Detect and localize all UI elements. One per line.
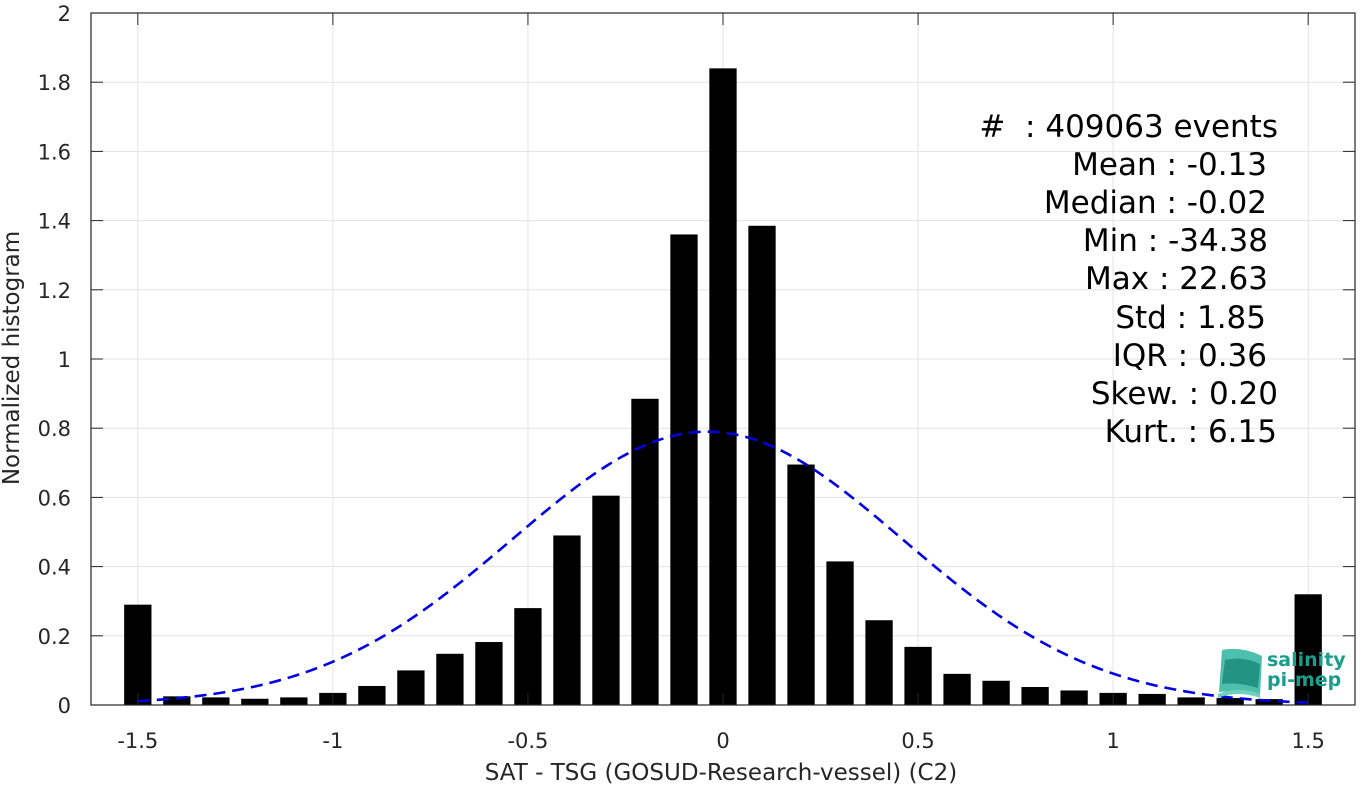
y-axis-label: Normalized histogram bbox=[0, 231, 25, 485]
gaussian-fit-curve bbox=[137, 430, 1309, 704]
stat-iqr: IQR : 0.36 bbox=[1113, 338, 1267, 374]
y-tick-label: 0 bbox=[58, 694, 71, 718]
histogram-bar bbox=[1294, 594, 1322, 705]
stat-max: Max : 22.63 bbox=[1085, 261, 1268, 297]
histogram-bar bbox=[1255, 699, 1283, 705]
histogram-bars bbox=[124, 68, 1322, 706]
x-tick-label: -0.5 bbox=[507, 729, 548, 753]
logo-wave-icon bbox=[1218, 648, 1262, 698]
histogram-bar bbox=[1216, 698, 1244, 705]
logo-text-pimep: pi-mep bbox=[1267, 669, 1341, 691]
x-tick-label: -1 bbox=[322, 729, 343, 753]
histogram-bar bbox=[592, 495, 620, 705]
histogram-bar bbox=[865, 620, 893, 705]
stat-std: Std : 1.85 bbox=[1115, 300, 1266, 336]
stat-events: # : 409063 events bbox=[979, 109, 1278, 145]
x-tick-labels: -1.5 -1 -0.5 0 0.5 1 1.5 bbox=[117, 729, 1325, 753]
histogram-bar bbox=[202, 697, 230, 705]
histogram-bar bbox=[241, 698, 269, 705]
x-tick-label: 1.5 bbox=[1291, 729, 1324, 753]
y-tick-label: 0.6 bbox=[38, 486, 71, 510]
logo-text-salinity: salinity bbox=[1267, 649, 1346, 671]
axis-ticks bbox=[91, 12, 1355, 706]
histogram-bar bbox=[1060, 690, 1088, 705]
histogram-bar bbox=[397, 670, 425, 705]
y-tick-label: 1.2 bbox=[38, 279, 71, 303]
histogram-bar bbox=[1021, 687, 1049, 705]
y-tick-label: 0.8 bbox=[38, 417, 71, 441]
stat-skew: Skew. : 0.20 bbox=[1091, 376, 1278, 412]
histogram-bar bbox=[982, 680, 1010, 705]
histogram-bar bbox=[553, 535, 581, 705]
histogram-bar bbox=[748, 225, 776, 706]
stats-annotation: # : 409063 events Mean : -0.13 Median : … bbox=[979, 109, 1278, 450]
y-tick-label: 1 bbox=[58, 348, 71, 372]
x-tick-label: 1 bbox=[1106, 729, 1119, 753]
x-tick-label: -1.5 bbox=[117, 729, 158, 753]
histogram-bar bbox=[514, 608, 542, 705]
histogram-bar bbox=[163, 696, 191, 705]
y-tick-label: 1.4 bbox=[38, 210, 71, 234]
histogram-bar bbox=[826, 561, 854, 705]
histogram-bar bbox=[709, 68, 737, 706]
y-tick-label: 1.8 bbox=[38, 71, 71, 95]
histogram-bar bbox=[670, 234, 698, 705]
stat-min: Min : -34.38 bbox=[1083, 223, 1268, 259]
histogram-bar bbox=[1177, 697, 1205, 705]
histogram-bar bbox=[358, 685, 386, 705]
y-tick-label: 2 bbox=[58, 2, 71, 26]
y-tick-label: 1.6 bbox=[38, 140, 71, 164]
x-tick-label: 0 bbox=[716, 729, 729, 753]
salinity-pimep-logo: salinity pi-mep bbox=[1218, 648, 1346, 698]
stat-kurt: Kurt. : 6.15 bbox=[1105, 414, 1277, 450]
histogram-bar bbox=[475, 642, 503, 705]
y-tick-labels: 0 0.2 0.4 0.6 0.8 1 1.2 1.4 1.6 1.8 2 bbox=[38, 2, 71, 718]
histogram-bar bbox=[1138, 693, 1166, 705]
stat-mean: Mean : -0.13 bbox=[1072, 147, 1267, 183]
x-tick-label: 0.5 bbox=[901, 729, 934, 753]
histogram-bar bbox=[436, 653, 464, 705]
y-tick-label: 0.4 bbox=[38, 556, 71, 580]
histogram-bar bbox=[280, 697, 308, 705]
stat-median: Median : -0.02 bbox=[1044, 185, 1267, 221]
y-tick-label: 0.2 bbox=[38, 625, 71, 649]
histogram-bar bbox=[124, 604, 152, 705]
x-axis-label: SAT - TSG (GOSUD-Research-vessel) (C2) bbox=[485, 760, 957, 785]
histogram-bar bbox=[787, 464, 815, 705]
histogram-bar bbox=[943, 673, 971, 705]
